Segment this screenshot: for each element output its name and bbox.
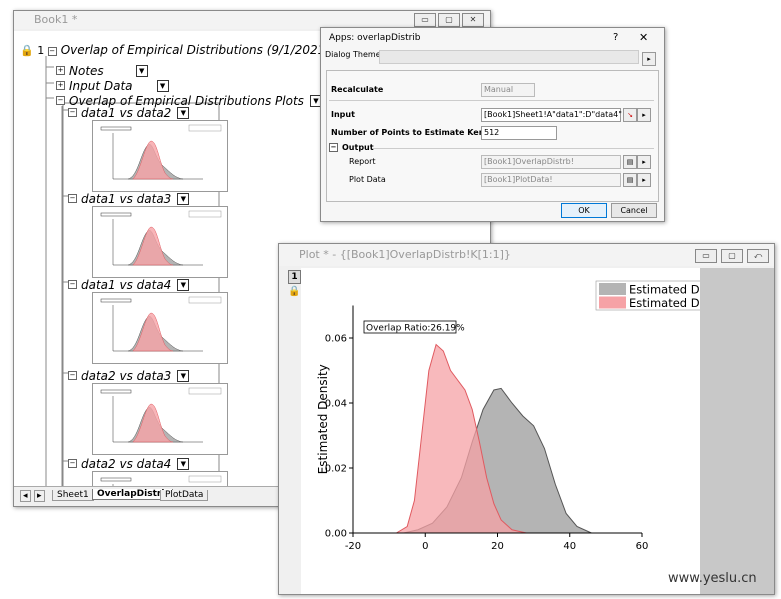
row-label: Report: [349, 157, 376, 166]
dropdown[interactable]: ▼: [177, 369, 190, 382]
row-label: Recalculate: [331, 85, 384, 94]
y-tick-label: 0.00: [325, 529, 347, 540]
density-area: [394, 343, 527, 534]
maximize-button[interactable]: ▢: [438, 13, 460, 27]
output-label: Output: [342, 143, 374, 152]
cancel-button[interactable]: Cancel: [611, 203, 657, 218]
plot-thumbnail[interactable]: [92, 383, 228, 455]
tree-item: + Notes ▼: [56, 60, 148, 79]
plot-node: − data1 vs data3 ▼: [68, 188, 190, 207]
dialog-title: Apps: overlapDistrib: [329, 33, 421, 43]
select-button[interactable]: ↘: [623, 108, 637, 122]
output-group[interactable]: − Output: [329, 143, 374, 152]
legend-label: Estimated Density of data2: [629, 283, 700, 297]
menu-button[interactable]: ▸: [637, 108, 651, 122]
collapse-toggle[interactable]: −: [47, 46, 57, 56]
theme-label: Dialog Theme: [325, 50, 381, 59]
dropdown[interactable]: ▼: [177, 278, 190, 291]
y-tick-label: 0.04: [325, 399, 347, 410]
row-label: Plot Data: [349, 175, 386, 184]
page-margin: [700, 268, 774, 594]
plot-label: data2 vs data4: [81, 457, 172, 471]
plot-label: data1 vs data4: [81, 278, 172, 292]
row-label: Number of Points to Estimate Kernel Dens…: [331, 128, 534, 137]
y-axis-label: Estimated Density: [316, 364, 330, 474]
minimize-button[interactable]: ▭: [414, 13, 436, 27]
lock-icon: 🔒: [288, 286, 301, 297]
row-label: Input: [331, 110, 355, 119]
plot-thumbnail[interactable]: [92, 292, 228, 364]
x-tick-label: -20: [345, 541, 361, 552]
y-tick-label: 0.06: [325, 334, 347, 345]
root-index: 1: [37, 44, 45, 57]
x-tick-label: 0: [422, 541, 428, 552]
help-button[interactable]: ?: [613, 32, 619, 43]
dialog-window: Apps: overlapDistrib ? ✕ Dialog Theme ▸ …: [320, 27, 665, 222]
plot-thumbnail[interactable]: [92, 206, 228, 278]
dropdown[interactable]: ▼: [177, 192, 190, 205]
x-tick-label: 20: [491, 541, 504, 552]
row-value[interactable]: Manual: [481, 83, 535, 97]
row-value[interactable]: [Book1]PlotData!: [481, 173, 621, 187]
plot-title: Plot * - {[Book1]OverlapDistrb!K[1:1]}: [299, 248, 511, 261]
plot-thumbnail[interactable]: [92, 471, 228, 486]
tab-next[interactable]: ▸: [34, 490, 45, 502]
menu-button[interactable]: ▸: [637, 155, 651, 169]
x-tick-label: 40: [563, 541, 576, 552]
legend-swatch: [599, 296, 626, 309]
close-button[interactable]: ✕: [639, 31, 649, 44]
lock-icon: 🔒: [20, 44, 34, 57]
plot-node: − data1 vs data2 ▼: [68, 102, 190, 121]
annotation-box: [363, 320, 457, 334]
annotation: Overlap Ratio:26.19%: [363, 320, 465, 334]
dropdown[interactable]: ▼: [177, 457, 190, 470]
item-label: Overlap of Empirical Distributions Plots: [69, 94, 304, 108]
dialog-panel: Recalculate Manual Input [Book1]Sheet1!A…: [326, 70, 659, 202]
row-value[interactable]: 512: [481, 126, 557, 140]
item-label: Notes: [69, 64, 104, 78]
theme-field[interactable]: [379, 50, 639, 64]
browse-button[interactable]: ▤: [623, 155, 637, 169]
watermark: www.yeslu.cn: [668, 571, 757, 586]
tree-item: − Overlap of Empirical Distributions Plot…: [56, 90, 322, 109]
ok-button[interactable]: OK: [561, 203, 607, 218]
plot-thumbnail[interactable]: [92, 120, 228, 192]
book-title: Book1 *: [34, 13, 78, 26]
restore-button[interactable]: ⤺: [747, 249, 769, 263]
minimize-button[interactable]: ▭: [695, 249, 717, 263]
plot-node: − data2 vs data4 ▼: [68, 453, 190, 472]
root-label: Overlap of Empirical Distributions (9/1/…: [60, 43, 388, 57]
plot-title-bar: Plot * - {[Book1]OverlapDistrb!K[1:1]} ▭…: [279, 244, 774, 266]
browse-button[interactable]: ▤: [623, 173, 637, 187]
row-value[interactable]: [Book1]Sheet1!A"data1":D"data4": [481, 108, 622, 122]
item-label: Input Data: [69, 79, 133, 93]
plot-label: data1 vs data3: [81, 192, 172, 206]
plot-window: Plot * - {[Book1]OverlapDistrb!K[1:1]} ▭…: [278, 243, 775, 595]
theme-arrow[interactable]: ▸: [642, 52, 656, 66]
layer-button[interactable]: 1: [288, 270, 301, 284]
book-title-bar: Book1 * ▭ ▢ ✕: [14, 11, 490, 29]
annotation-text: Overlap Ratio:26.19%: [366, 324, 465, 334]
legend-swatch: [599, 283, 626, 295]
row-value[interactable]: [Book1]OverlapDistrb!: [481, 155, 621, 169]
x-tick-label: 60: [636, 541, 649, 552]
plot-label: data2 vs data3: [81, 369, 172, 383]
close-button[interactable]: ✕: [462, 13, 484, 27]
dropdown[interactable]: ▼: [156, 79, 169, 92]
tree-item: + Input Data ▼: [56, 75, 169, 94]
dropdown[interactable]: ▼: [135, 64, 148, 77]
y-tick-label: 0.02: [325, 464, 347, 475]
tab-prev[interactable]: ◂: [20, 490, 31, 502]
plot-node: − data1 vs data4 ▼: [68, 274, 190, 293]
plot-label: data1 vs data2: [81, 106, 172, 120]
menu-button[interactable]: ▸: [637, 173, 651, 187]
tab[interactable]: PlotData: [160, 490, 209, 501]
dropdown[interactable]: ▼: [177, 106, 190, 119]
tab[interactable]: Sheet1: [52, 490, 94, 501]
legend-label: Estimated Density of data4: [629, 296, 700, 310]
chart: 0.00 0.02 0.04 0.06 -20 0 20 40 60 Estimated Dens…: [301, 268, 700, 594]
maximize-button[interactable]: ▢: [721, 249, 743, 263]
plot-node: − data2 vs data3 ▼: [68, 365, 190, 384]
